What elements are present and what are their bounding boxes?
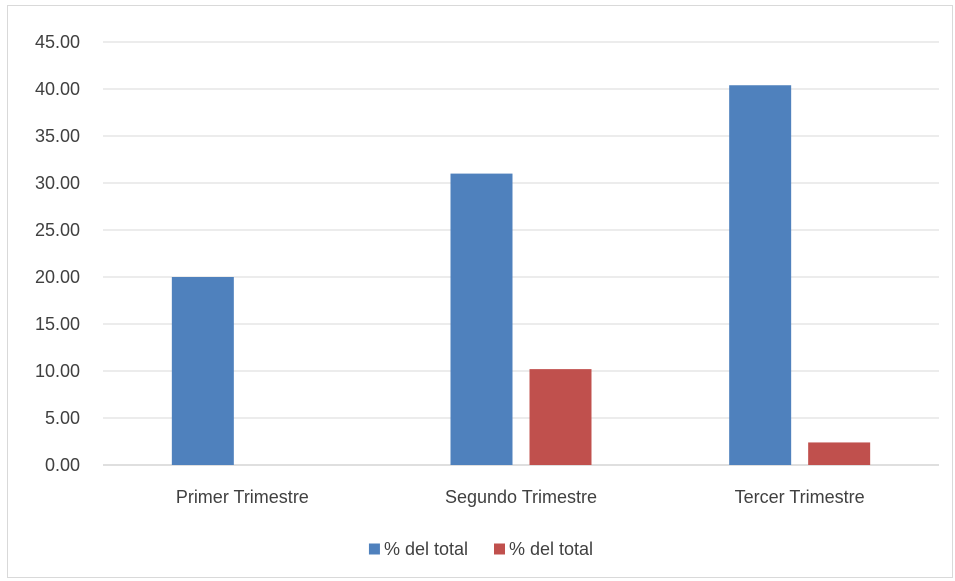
y-tick-label: 10.00 [35,361,80,381]
bar-series-2-3 [808,442,871,465]
bar-series-2-2 [529,369,592,465]
y-tick-label: 15.00 [35,314,80,334]
legend-swatch-series-2 [494,543,505,555]
y-axis-ticks: 0.00 5.00 10.00 15.00 20.00 25.00 30.00 35.00 40… [35,32,80,475]
gridlines [103,41,939,466]
y-tick-label: 25.00 [35,220,80,240]
y-tick-label: 30.00 [35,173,80,193]
legend-label: % del total [509,539,593,559]
x-tick-label: Segundo Trimestre [445,487,597,507]
y-tick-label: 0.00 [45,455,80,475]
y-tick-label: 45.00 [35,32,80,52]
legend: % del total % del total [368,539,593,559]
bar-series-1-3 [729,85,792,466]
x-tick-label: Primer Trimestre [176,487,309,507]
y-tick-label: 20.00 [35,267,80,287]
y-tick-label: 5.00 [45,408,80,428]
legend-label: % del total [384,539,468,559]
bar-series-1-2 [450,173,513,465]
x-axis-ticks: Primer Trimestre Segundo Trimestre Tercer … [176,487,865,507]
x-tick-label: Tercer Trimestre [735,487,865,507]
y-tick-label: 40.00 [35,79,80,99]
legend-swatch-series-1 [368,543,380,555]
y-tick-label: 35.00 [35,126,80,146]
bars [171,85,871,466]
bar-series-1-1 [171,277,234,465]
